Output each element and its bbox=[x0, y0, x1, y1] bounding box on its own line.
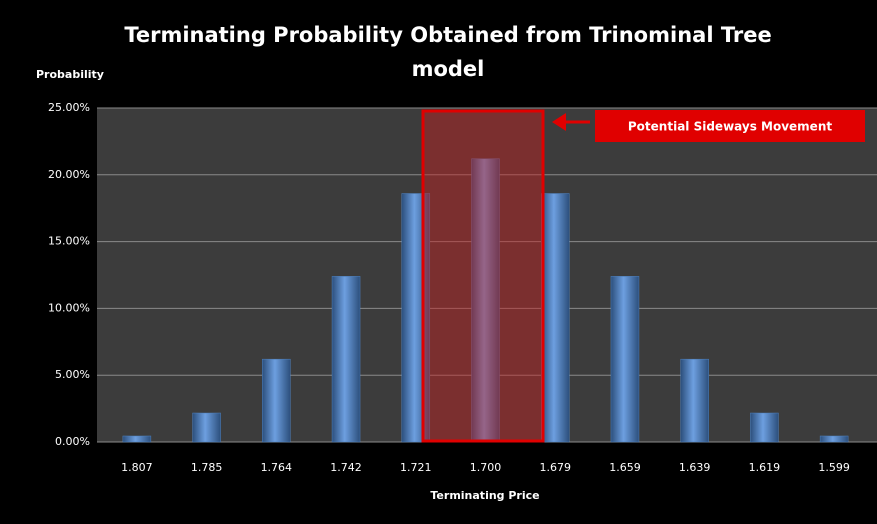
x-tick-label: 1.764 bbox=[261, 461, 293, 474]
bar bbox=[192, 412, 221, 443]
x-tick-label: 1.721 bbox=[400, 461, 432, 474]
bar bbox=[122, 435, 152, 443]
highlight-box bbox=[421, 109, 545, 443]
x-tick-label: 1.599 bbox=[818, 461, 850, 474]
bar bbox=[331, 276, 361, 443]
x-tick-label: 1.619 bbox=[749, 461, 781, 474]
x-tick-label: 1.785 bbox=[191, 461, 223, 474]
bar bbox=[819, 435, 849, 443]
x-tick-label: 1.807 bbox=[121, 461, 153, 474]
annotation-box bbox=[595, 110, 865, 142]
annotation: Potential Sideways Movement bbox=[628, 120, 832, 134]
bar bbox=[750, 412, 779, 443]
x-tick-label: 1.679 bbox=[539, 461, 571, 474]
y-tick-label: 0.00% bbox=[55, 435, 90, 448]
arrow-head bbox=[552, 113, 566, 131]
y-axis-label: Probability bbox=[36, 68, 104, 81]
y-tick-label: 25.00% bbox=[48, 101, 90, 114]
x-tick-label: 1.742 bbox=[330, 461, 362, 474]
x-axis-label: Terminating Price bbox=[430, 489, 539, 502]
y-tick-label: 15.00% bbox=[48, 235, 90, 248]
bar bbox=[680, 358, 709, 443]
bar bbox=[401, 193, 431, 443]
x-tick-label: 1.700 bbox=[470, 461, 502, 474]
bar bbox=[262, 358, 291, 443]
x-tick-label: 1.639 bbox=[679, 461, 711, 474]
chart-title: Terminating Probability Obtained from Tr… bbox=[124, 23, 771, 81]
y-tick-label: 20.00% bbox=[48, 168, 90, 181]
y-tick-label: 10.00% bbox=[48, 301, 90, 314]
bar bbox=[610, 276, 640, 443]
x-tick-label: 1.659 bbox=[609, 461, 641, 474]
y-tick-label: 5.00% bbox=[55, 368, 90, 381]
bar bbox=[540, 193, 570, 443]
